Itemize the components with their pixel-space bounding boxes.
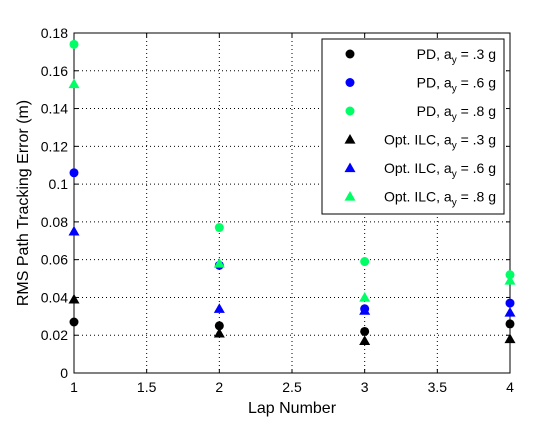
x-tick-label: 3 (361, 379, 369, 395)
x-tick-labels: 1 1.5 2 2.5 3 3.5 4 (70, 379, 514, 395)
data-point (360, 326, 370, 336)
y-axis-label: RMS Path Tracking Error (m) (15, 100, 32, 306)
legend-label: PD, ay = .3 g (417, 46, 496, 66)
y-tick-labels: 0 0.02 0.04 0.06 0.08 0.1 0.12 0.14 0.16 0.18 (41, 25, 68, 381)
legend-marker (345, 78, 355, 87)
x-axis-label: Lap Number (248, 400, 337, 417)
data-point (505, 270, 515, 280)
x-tick-label: 2.5 (282, 379, 302, 395)
y-tick-label: 0.16 (41, 63, 68, 79)
data-point (69, 168, 79, 178)
data-points (68, 39, 516, 346)
series-6 (68, 78, 516, 302)
legend-marker (344, 134, 356, 144)
x-tick-label: 4 (506, 379, 514, 395)
data-point (504, 307, 516, 317)
data-point (214, 223, 224, 233)
x-tick-label: 3.5 (428, 379, 448, 395)
legend-marker (344, 162, 356, 173)
data-point (68, 78, 80, 89)
legend-box (321, 38, 505, 215)
y-tick-label: 0.08 (41, 214, 68, 230)
ticks (73, 32, 511, 374)
legend-label: PD, ay = .8 g (417, 103, 496, 123)
data-point (213, 303, 225, 313)
legend-label: Opt. ILC, ay = .6 g (384, 160, 496, 180)
data-point (68, 225, 80, 236)
data-point (504, 274, 516, 285)
data-point (505, 298, 515, 308)
legend-marker (344, 191, 356, 201)
y-tick-label: 0 (60, 365, 68, 381)
data-point (359, 305, 371, 315)
legend-label: Opt. ILC, ay = .8 g (384, 189, 496, 209)
legend-label: Opt. ILC, ay = .3 g (384, 132, 496, 152)
series-1 (69, 317, 515, 336)
x-tick-label: 2 (215, 379, 223, 395)
data-point (69, 317, 79, 327)
y-tick-label: 0.04 (41, 289, 68, 305)
legend: PD, ay = .3 g PD, ay = .6 g PD, ay = .8 g O… (321, 38, 505, 215)
y-tick-label: 0.12 (41, 138, 68, 154)
legend-marker (345, 106, 355, 116)
data-point (213, 257, 225, 268)
x-tick-label: 1.5 (137, 379, 157, 395)
y-tick-label: 0.1 (49, 176, 69, 192)
data-point (214, 321, 224, 331)
data-point (360, 257, 370, 267)
y-tick-label: 0.18 (41, 25, 68, 41)
x-tick-label: 1 (70, 379, 78, 395)
legend-label: PD, ay = .6 g (417, 75, 496, 95)
data-point (213, 327, 225, 338)
y-tick-label: 0.14 (41, 101, 68, 117)
data-point (69, 39, 79, 49)
series-5 (68, 225, 516, 317)
y-tick-label: 0.02 (41, 327, 68, 343)
y-tick-label: 0.06 (41, 252, 68, 268)
series-3 (69, 39, 515, 280)
legend-marker (345, 49, 355, 59)
data-point (504, 333, 516, 344)
series-4 (68, 293, 516, 346)
data-point (359, 291, 371, 302)
data-point (359, 335, 371, 346)
data-point (505, 319, 515, 329)
data-point (68, 293, 80, 304)
